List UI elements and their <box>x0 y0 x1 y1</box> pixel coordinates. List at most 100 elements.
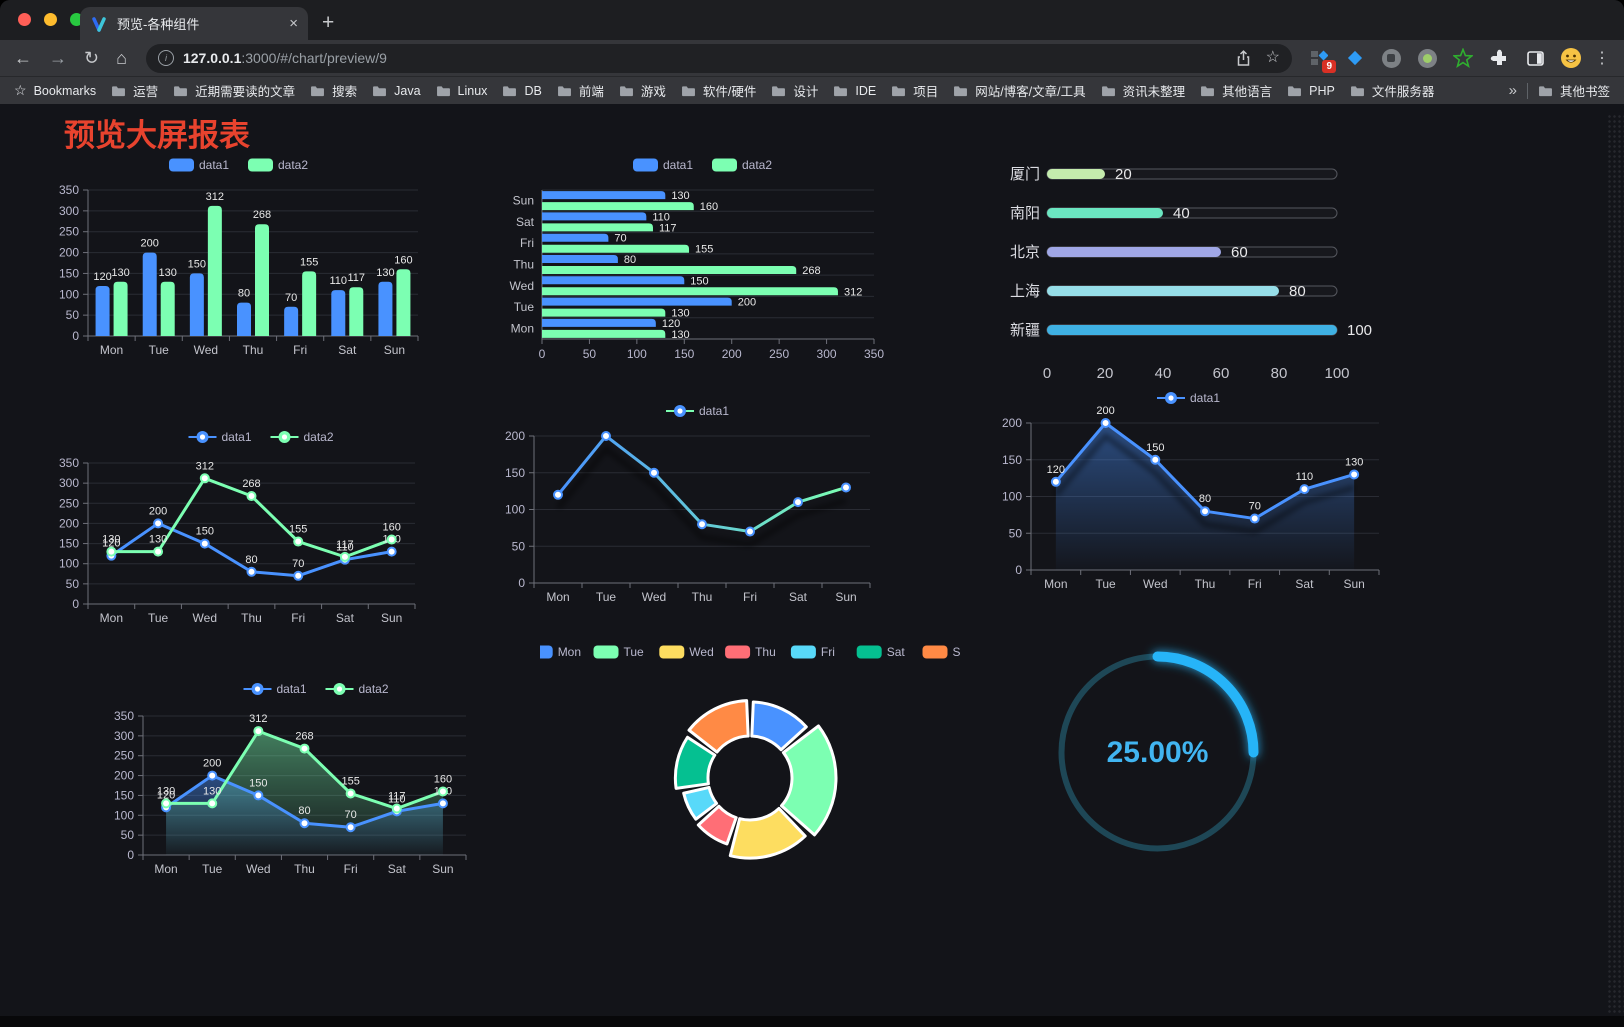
folder-icon <box>436 85 450 96</box>
extension-star-icon[interactable] <box>1452 47 1474 69</box>
menu-kebab-icon[interactable]: ⋮ <box>1594 50 1610 67</box>
svg-text:155: 155 <box>695 244 713 256</box>
chart-dual-line[interactable]: 0 50 100 150 200 250 300 350 Mon Tue Wed Thu Fri Sat S… <box>40 416 485 642</box>
share-icon[interactable] <box>1235 49 1252 67</box>
svg-text:200: 200 <box>59 516 79 530</box>
svg-text:268: 268 <box>253 209 271 221</box>
other-bookmarks-label: 其他书签 <box>1559 85 1610 99</box>
svg-text:120: 120 <box>157 789 175 801</box>
new-tab-button[interactable]: + <box>322 11 335 34</box>
svg-text:312: 312 <box>206 191 224 203</box>
bookmark-folder[interactable]: 其他语言 <box>1200 81 1272 100</box>
bookmark-folder[interactable]: 文件服务器 <box>1350 81 1434 100</box>
forward-icon[interactable]: → <box>49 48 67 68</box>
extension-tabs-icon[interactable]: 9 <box>1308 47 1336 73</box>
bookmark-folder[interactable]: 设计 <box>771 81 818 100</box>
bookmark-star-icon[interactable]: ☆ <box>1265 49 1280 66</box>
svg-text:Thu: Thu <box>241 611 262 625</box>
side-panel-button[interactable] <box>1524 47 1546 69</box>
browser-toolbar: ← → ↻ ⌂ i 127.0.0.1:3000/#/chart/preview… <box>0 40 1624 76</box>
svg-text:160: 160 <box>382 522 400 534</box>
extensions-puzzle-button[interactable] <box>1488 47 1510 69</box>
svg-text:Tue: Tue <box>514 300 535 314</box>
svg-text:Wed: Wed <box>1143 577 1167 591</box>
svg-text:0: 0 <box>518 576 525 590</box>
extension-diamond-icon[interactable] <box>1344 47 1366 69</box>
window-minimize-button[interactable] <box>44 13 57 26</box>
browser-tab[interactable]: 预览-各种组件 × <box>80 7 308 40</box>
bookmark-folder[interactable]: 搜索 <box>310 81 357 100</box>
svg-text:150: 150 <box>505 466 525 480</box>
svg-text:Wed: Wed <box>510 279 534 293</box>
svg-text:250: 250 <box>114 749 134 763</box>
extension-badge: 9 <box>1322 60 1336 73</box>
folder-icon <box>681 85 695 96</box>
svg-text:Wed: Wed <box>642 590 666 604</box>
extension-gray-icon[interactable] <box>1380 47 1402 69</box>
other-bookmarks-folder[interactable]: 其他书签 <box>1538 81 1610 100</box>
svg-text:200: 200 <box>149 505 167 517</box>
gray-circle-icon <box>1381 48 1401 68</box>
bookmark-folder[interactable]: 软件/硬件 <box>681 81 756 100</box>
chart-city-progress[interactable]: 厦门 20 南阳 40 北京 60 上海 80 新疆 100 0 20 40 60 80 100 <box>985 150 1390 388</box>
home-icon[interactable]: ⌂ <box>116 48 127 68</box>
svg-text:117: 117 <box>348 272 366 284</box>
tab-close-icon[interactable]: × <box>289 15 298 32</box>
svg-text:250: 250 <box>769 347 789 361</box>
chart-grouped-bar[interactable]: 0 50 100 150 200 250 300 350 Mon Tue Wed Thu Fri Sat S… <box>40 146 440 364</box>
back-icon[interactable]: ← <box>14 48 32 68</box>
folder-icon <box>892 85 906 96</box>
svg-text:50: 50 <box>512 539 526 553</box>
window-close-button[interactable] <box>18 13 31 26</box>
bookmark-folder[interactable]: 运营 <box>111 81 158 100</box>
svg-text:312: 312 <box>196 460 214 472</box>
bookmark-folder[interactable]: PHP <box>1287 84 1335 98</box>
bookmark-folder[interactable]: Linux <box>436 84 487 98</box>
site-info-icon[interactable]: i <box>157 50 174 66</box>
reload-icon[interactable]: ↻ <box>84 48 100 68</box>
svg-text:data1: data1 <box>222 430 252 444</box>
svg-text:Thu: Thu <box>1195 577 1216 591</box>
svg-text:80: 80 <box>1199 493 1211 505</box>
svg-text:Sun: Sun <box>953 645 961 659</box>
chart-area-line[interactable]: 0 50 100 150 200 Mon Tue Wed Thu Fri Sat Sun 120 200 1… <box>985 383 1395 608</box>
profile-avatar[interactable] <box>1560 47 1582 69</box>
bookmark-folder-label: 资讯未整理 <box>1122 85 1186 99</box>
url-text[interactable]: 127.0.0.1:3000/#/chart/preview/9 <box>183 50 1221 66</box>
svg-text:130: 130 <box>376 267 394 279</box>
bookmark-folder[interactable]: 资讯未整理 <box>1101 81 1186 100</box>
bookmark-folder[interactable]: 前端 <box>557 81 604 100</box>
bookmarks-overflow-chevron[interactable]: » <box>1508 82 1517 99</box>
svg-text:70: 70 <box>285 292 297 304</box>
svg-text:80: 80 <box>1271 365 1288 382</box>
chart-horizontal-bar[interactable]: 0 50 100 150 200 250 300 350 Sun Sat Fri Thu Wed Tue M… <box>498 146 910 366</box>
svg-text:300: 300 <box>59 476 79 490</box>
tab-strip: 预览-各种组件 × + <box>0 0 1624 40</box>
svg-text:Fri: Fri <box>743 590 757 604</box>
window-zoom-button[interactable] <box>70 13 83 26</box>
svg-text:130: 130 <box>159 267 177 279</box>
bookmark-folder[interactable]: DB <box>502 83 542 98</box>
chart-dual-line-area[interactable]: 0 50 100 150 200 250 300 350 Mon Tue Wed Thu Fri Sat S… <box>95 666 540 894</box>
chart-percent-gauge[interactable]: 25.00% <box>1045 640 1270 865</box>
extension-recorder-icon[interactable] <box>1416 47 1438 69</box>
bookmarks-root[interactable]: ☆ Bookmarks <box>14 82 96 99</box>
chart-gradient-line[interactable]: 0 50 100 150 200 Mon Tue Wed Thu Fri Sat Sun data1 <box>490 392 908 620</box>
svg-text:150: 150 <box>59 266 79 280</box>
bookmark-folder[interactable]: 近期需要读的文章 <box>173 81 295 100</box>
svg-text:Sun: Sun <box>432 862 453 876</box>
svg-text:Thu: Thu <box>755 645 776 659</box>
bookmark-folder[interactable]: 游戏 <box>619 81 666 100</box>
bookmark-folder[interactable]: IDE <box>833 84 876 98</box>
bookmark-folder-label: DB <box>524 83 542 98</box>
bookmark-folder[interactable]: 项目 <box>891 81 938 100</box>
chart-weekday-donut[interactable]: Mon Tue Wed Thu Fri Sat Sun <box>527 628 974 890</box>
bookmark-folder[interactable]: Java <box>372 84 421 98</box>
svg-text:160: 160 <box>434 773 452 785</box>
svg-text:Mon: Mon <box>546 590 569 604</box>
svg-text:130: 130 <box>102 534 120 546</box>
puzzle-icon <box>1490 49 1506 65</box>
svg-text:Tue: Tue <box>148 611 169 625</box>
address-bar[interactable]: i 127.0.0.1:3000/#/chart/preview/9 ☆ <box>145 43 1292 73</box>
bookmark-folder[interactable]: 网站/博客/文章/工具 <box>953 81 1086 100</box>
